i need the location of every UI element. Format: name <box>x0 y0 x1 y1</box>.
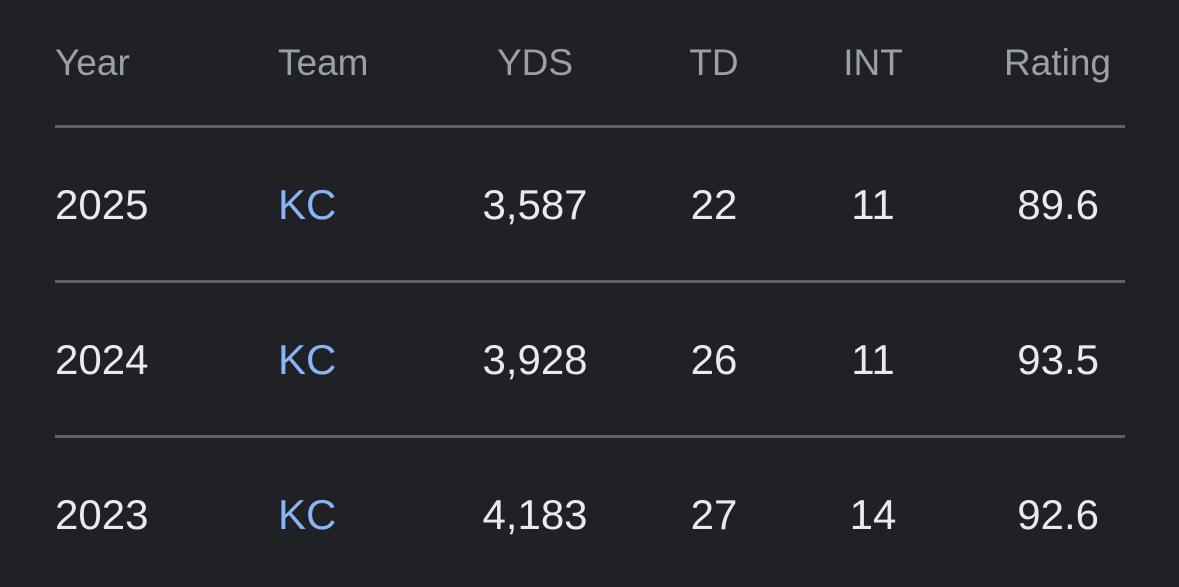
row-divider <box>55 280 1125 283</box>
stat-cell: 26 <box>690 336 738 383</box>
stat-cell: 11 <box>851 181 895 228</box>
stat-cell: 4,183 <box>482 491 588 538</box>
stat-cell: 2025 <box>55 181 149 228</box>
column-header: Rating <box>1004 42 1111 83</box>
team-link[interactable]: KC <box>278 491 337 538</box>
stat-cell: 92.6 <box>1017 491 1099 538</box>
stat-cell: 89.6 <box>1017 181 1099 228</box>
stat-cell: 14 <box>849 491 897 538</box>
team-link[interactable]: KC <box>278 336 337 383</box>
stat-cell: 2023 <box>55 491 149 538</box>
stat-cell: 11 <box>851 336 895 383</box>
column-header: YDS <box>496 42 574 83</box>
stat-cell: 93.5 <box>1017 336 1099 383</box>
stat-cell: 22 <box>690 181 738 228</box>
column-header: TD <box>689 42 739 83</box>
stat-cell: 3,928 <box>482 336 588 383</box>
team-link[interactable]: KC <box>278 181 337 228</box>
row-divider <box>55 125 1125 128</box>
column-header: Year <box>55 42 130 83</box>
stat-cell: 3,587 <box>482 181 588 228</box>
column-header: INT <box>843 42 903 83</box>
row-divider <box>55 435 1125 438</box>
stat-cell: 2024 <box>55 336 149 383</box>
column-header: Team <box>278 42 369 83</box>
stat-cell: 27 <box>690 491 738 538</box>
